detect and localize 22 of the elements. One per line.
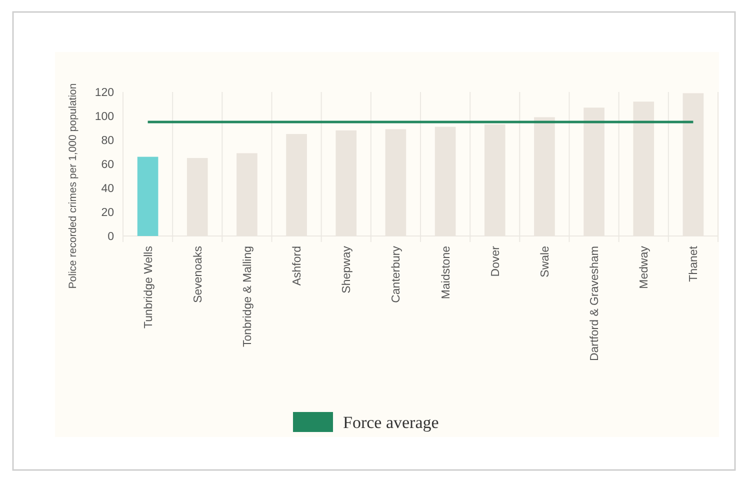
x-tick-label: Tunbridge Wells bbox=[142, 246, 155, 328]
y-tick-label: 120 bbox=[94, 87, 114, 100]
x-tick-label: Shepway bbox=[341, 246, 354, 294]
x-tick-label: Thanet bbox=[688, 245, 700, 282]
y-tick-label: 0 bbox=[108, 231, 114, 244]
x-tick-label: Ashford bbox=[292, 246, 304, 286]
y-axis-title: Police recorded crimes per 1,000 population bbox=[67, 83, 79, 289]
y-tick-label: 40 bbox=[101, 183, 114, 196]
x-tick-label: Canterbury bbox=[390, 246, 403, 303]
x-tick-label: Medway bbox=[638, 246, 651, 289]
y-tick-label: 20 bbox=[101, 207, 114, 220]
x-tick-label: Swale bbox=[539, 246, 552, 278]
x-tick-label: Tonbridge & Malling bbox=[242, 246, 254, 348]
x-tick-label: Dartford & Gravesham bbox=[589, 246, 602, 362]
y-tick-label: 100 bbox=[94, 111, 114, 124]
x-tick-label: Sevenoaks bbox=[192, 246, 204, 303]
bar bbox=[137, 156, 158, 236]
x-tick-label: Maidstone bbox=[440, 246, 452, 300]
y-tick-label: 80 bbox=[101, 135, 114, 148]
legend-label: Force average bbox=[343, 412, 439, 432]
x-tick-label: Dover bbox=[490, 246, 502, 277]
y-tick-label: 60 bbox=[101, 159, 114, 172]
